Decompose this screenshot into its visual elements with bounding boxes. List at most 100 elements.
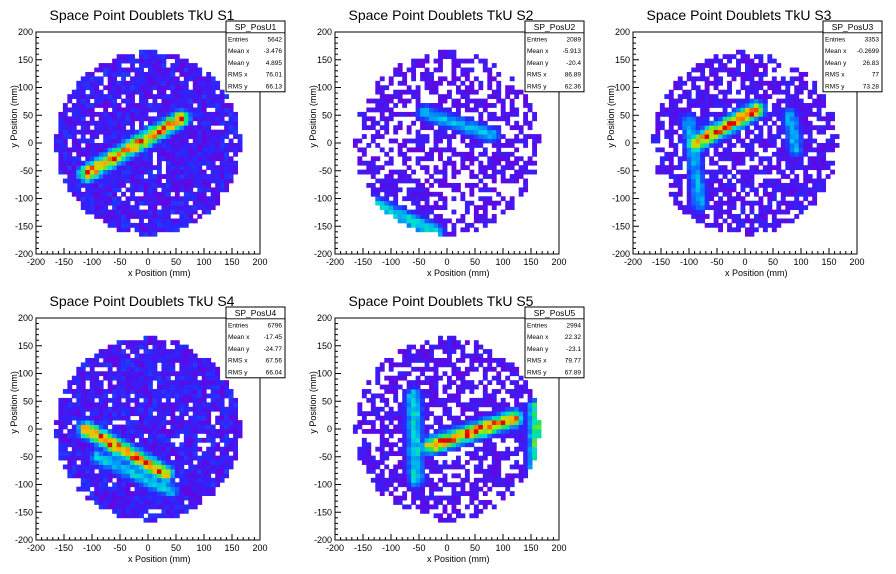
heatmap-cell [201, 178, 207, 184]
heatmap-cell [192, 473, 198, 479]
heatmap-cell [704, 107, 710, 113]
heatmap-cell [830, 134, 835, 139]
heatmap-cell [130, 80, 135, 86]
heatmap-cell [420, 182, 425, 188]
y-tick-label: -100 [15, 480, 33, 490]
heatmap-cell [415, 482, 421, 488]
heatmap-cell [139, 491, 144, 496]
heatmap-cell [686, 187, 692, 193]
heatmap-cell [375, 380, 381, 385]
heatmap-cell [758, 54, 764, 60]
heatmap-cell [107, 143, 113, 148]
heatmap-cell [402, 160, 408, 166]
heatmap-cell [406, 486, 412, 492]
heatmap-cell [473, 89, 479, 95]
heatmap-cell [776, 200, 782, 206]
heatmap-cell [112, 71, 118, 77]
heatmap-cell [174, 196, 180, 202]
heatmap-cell [188, 209, 194, 215]
heatmap-cell [821, 160, 827, 166]
heatmap-cell [121, 349, 126, 354]
heatmap-cell [482, 196, 488, 202]
heatmap-cell [170, 147, 176, 153]
heatmap-cell [780, 120, 786, 126]
heatmap-cell [156, 500, 162, 505]
heatmap-cell [170, 357, 176, 363]
heatmap-cell [148, 178, 153, 184]
heatmap-cell [103, 205, 109, 210]
heatmap-cell [148, 477, 153, 483]
heatmap-cell [469, 187, 475, 193]
heatmap-cell [174, 85, 180, 91]
heatmap-cell [179, 362, 185, 368]
heatmap-cell [704, 143, 710, 148]
heatmap-cell [745, 54, 750, 60]
heatmap-cell [71, 125, 77, 131]
heatmap-cell [192, 129, 198, 135]
heatmap-cell [80, 116, 86, 122]
heatmap-cell [139, 49, 144, 55]
heatmap-cell [731, 160, 737, 166]
heatmap-cell [201, 415, 207, 421]
heatmap-cell [116, 129, 122, 135]
heatmap-cell [116, 446, 122, 452]
heatmap-cell [148, 156, 153, 162]
heatmap-cell [112, 437, 118, 443]
heatmap-cell [107, 169, 113, 175]
heatmap-cell [201, 191, 207, 197]
heatmap-cell [491, 156, 497, 162]
heatmap-cell [224, 94, 230, 99]
heatmap-cell [460, 196, 466, 202]
heatmap-cell [85, 375, 91, 381]
heatmap-cell [469, 85, 475, 91]
heatmap-cell [366, 116, 372, 122]
heatmap-cell [464, 222, 470, 228]
heatmap-cell [812, 125, 818, 131]
heatmap-cell [134, 486, 140, 492]
heatmap-cell [789, 107, 795, 113]
heatmap-cell [139, 71, 144, 77]
heatmap-cell [753, 134, 759, 139]
heatmap-cell [789, 120, 795, 126]
heatmap-cell [103, 477, 109, 483]
heatmap-cell [727, 187, 732, 193]
heatmap-cell [206, 151, 212, 157]
heatmap-cell [215, 165, 221, 171]
heatmap-cell [700, 174, 706, 179]
heatmap-cell [89, 495, 95, 501]
heatmap-cell [496, 98, 502, 104]
heatmap-cell [161, 85, 167, 91]
heatmap-cell [384, 125, 390, 131]
heatmap-cell [388, 451, 394, 457]
heatmap-cell [366, 429, 372, 434]
heatmap-cell [767, 80, 773, 86]
heatmap-cell [161, 138, 167, 144]
heatmap-cell [411, 63, 417, 68]
heatmap-cell [139, 504, 144, 510]
heatmap-cell [379, 107, 385, 113]
heatmap-cell [94, 125, 100, 131]
heatmap-cell [505, 205, 511, 210]
x-tick-label: -100 [382, 257, 400, 267]
heatmap-cell [397, 482, 403, 488]
heatmap-cell [80, 455, 86, 461]
heatmap-cell [825, 138, 831, 144]
heatmap-cell [762, 107, 768, 113]
heatmap-cell [197, 468, 203, 474]
heatmap-cell [397, 143, 403, 148]
heatmap-cell [740, 138, 746, 144]
heatmap-cell [152, 76, 158, 82]
heatmap-cell [233, 433, 238, 439]
heatmap-cell [130, 437, 135, 443]
heatmap-cell [455, 107, 461, 113]
heatmap-cell [509, 111, 515, 117]
heatmap-cell [776, 209, 782, 215]
heatmap-cell [85, 402, 91, 408]
heatmap-cell [215, 460, 221, 465]
heatmap-cell [197, 486, 203, 492]
heatmap-cell [148, 94, 153, 99]
heatmap-cell [179, 504, 185, 510]
heatmap-cell [767, 54, 773, 60]
heatmap-cell [76, 468, 82, 474]
heatmap-cell [107, 446, 113, 452]
